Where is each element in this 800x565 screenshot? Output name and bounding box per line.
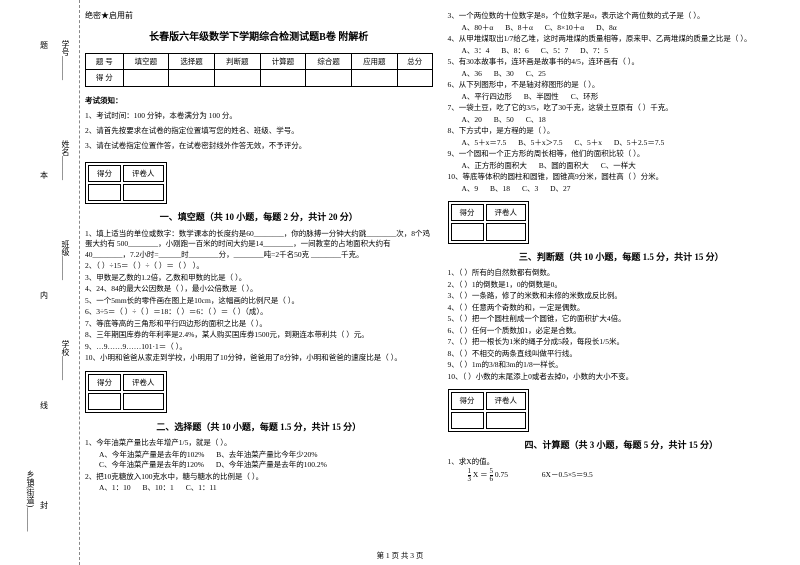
left-column: 绝密★启用前 长春版六年级数学下学期综合检测试题B卷 附解析 题 号 填空题 选… bbox=[85, 10, 433, 540]
opts: A、1：10 B、10：1 C、1：11 bbox=[85, 483, 433, 494]
fraction: 56 bbox=[490, 468, 494, 483]
grade-score: 得分 bbox=[88, 165, 121, 182]
notice-item: 3、请在试卷指定位置作答，在试卷密封线外作答无效，不予评分。 bbox=[85, 140, 433, 151]
opts: A、9 B、18 C、3 D、27 bbox=[448, 184, 796, 195]
field-school: 学校______ bbox=[60, 340, 71, 380]
q: 6、从下列图形中，不是轴对称图形的是（ ）。 bbox=[448, 80, 796, 91]
th: 应用题 bbox=[351, 54, 397, 70]
th: 选择题 bbox=[169, 54, 215, 70]
opts: A、5＋x＝7.5 B、5＋x＞7.5 C、5＋x D、5＋2.5＝7.5 bbox=[448, 138, 796, 149]
opts: A、3：4 B、8：6 C、5：7 D、7：5 bbox=[448, 46, 796, 57]
section-3-title: 三、判断题（共 10 小题，每题 1.5 分，共计 15 分） bbox=[448, 251, 796, 265]
td: 得 分 bbox=[86, 70, 124, 86]
q: 2、（ ）1的倒数是1，0的倒数是0。 bbox=[448, 280, 796, 291]
q: 7、（ ）把一根长为1米的绳子分成5段，每段长1/5米。 bbox=[448, 337, 796, 348]
seal-char: 题 bbox=[40, 40, 48, 51]
th: 计算题 bbox=[260, 54, 306, 70]
q: 3、甲数是乙数的1.2倍，乙数和甲数的比是（ ）。 bbox=[85, 273, 433, 284]
section-2-title: 二、选择题（共 10 小题，每题 1.5 分，共计 15 分） bbox=[85, 421, 433, 435]
q: 1、今年油菜产量比去年增产1/5，就是（ ）。 bbox=[85, 438, 433, 449]
grade-box: 得分 评卷人 bbox=[448, 201, 530, 244]
grade-score: 得分 bbox=[451, 392, 484, 409]
q: 8、下方式中，是方程的是（ ）。 bbox=[448, 126, 796, 137]
field-town: 乡镇(街道)______ bbox=[25, 470, 36, 531]
grade-reviewer: 评卷人 bbox=[486, 204, 527, 221]
q: 9、…9……9……101·1＝（ ）。 bbox=[85, 342, 433, 353]
field-student-id: 学号______ bbox=[60, 40, 71, 80]
grade-reviewer: 评卷人 bbox=[123, 165, 164, 182]
th: 题 号 bbox=[86, 54, 124, 70]
notice-item: 2、请首先按要求在试卷的指定位置填写您的姓名、班级、学号。 bbox=[85, 125, 433, 136]
q: 6、3÷5＝（ ）÷（ ）＝18：（ ）＝6：（ ）＝（ ）（成）。 bbox=[85, 307, 433, 318]
q: 1、填上适当的单位或数字：数学课本的长度约是60________，你的脉搏一分钟… bbox=[85, 229, 433, 261]
seal-char: 本 bbox=[40, 170, 48, 181]
field-name: 姓名______ bbox=[60, 140, 71, 180]
equation-row: 13 X ＝ 56 0.75 6X－0.5×5＝9.5 bbox=[448, 468, 796, 483]
fraction: 13 bbox=[468, 468, 472, 483]
confidential-label: 绝密★启用前 bbox=[85, 10, 433, 22]
q: 3、（ ）一条路，修了的米数和未修的米数成反比例。 bbox=[448, 291, 796, 302]
grade-score: 得分 bbox=[88, 374, 121, 391]
q: 10、（ ）小数的末尾添上0或者去掉0，小数的大小不变。 bbox=[448, 372, 796, 383]
grade-reviewer: 评卷人 bbox=[123, 374, 164, 391]
q: 2、（ ）÷15＝（ ）÷（ ）＝（ ） ）。 bbox=[85, 261, 433, 272]
opts: A、36 B、30 C、25 bbox=[448, 69, 796, 80]
td bbox=[123, 70, 169, 86]
equation-2: 6X－0.5×5＝9.5 bbox=[542, 470, 593, 479]
q: 1、求X的值。 bbox=[448, 457, 796, 468]
q: 4、24、84的最大公因数是（ ），最小公倍数是（ ）。 bbox=[85, 284, 433, 295]
field-class: 班级______ bbox=[60, 240, 71, 280]
grade-reviewer: 评卷人 bbox=[486, 392, 527, 409]
q: 9、（ ）1m的3/8和3m的1/8一样长。 bbox=[448, 360, 796, 371]
q: 9、一个圆和一个正方形的周长相等，他们的面积比较（ ）。 bbox=[448, 149, 796, 160]
q: 5、一个5mm长的零件画在图上是10cm，这幅画的比例尺是（ ）。 bbox=[85, 296, 433, 307]
q: 7、等底等高的三角形和平行四边形的面积之比是（ ）。 bbox=[85, 319, 433, 330]
q: 8、（ ）不相交的两条直线叫做平行线。 bbox=[448, 349, 796, 360]
q: 10、小明和爸爸从家走到学校，小明用了10分钟，爸爸用了8分钟，小明和爸爸的速度… bbox=[85, 353, 433, 364]
page-footer: 第 1 页 共 3 页 bbox=[0, 550, 800, 561]
opts: A、今年油菜产量是去年的102% B、去年油菜产量比今年少20% C、今年油菜产… bbox=[85, 450, 433, 471]
right-column: 3、一个两位数的十位数字是8，个位数字是α，表示这个两位数的式子是（ ）。 A、… bbox=[448, 10, 796, 540]
q: 5、有30本故事书，连环画是故事书的4/5，连环画有（ ）。 bbox=[448, 57, 796, 68]
section-4-title: 四、计算题（共 3 小题，每题 5 分，共计 15 分） bbox=[448, 439, 796, 453]
th: 填空题 bbox=[123, 54, 169, 70]
grade-score: 得分 bbox=[451, 204, 484, 221]
table-row: 题 号 填空题 选择题 判断题 计算题 综合题 应用题 总分 bbox=[86, 54, 433, 70]
notice-item: 1、考试时间：100 分钟，本卷满分为 100 分。 bbox=[85, 110, 433, 121]
opts: A、平行四边形 B、半圆性 C、环形 bbox=[448, 92, 796, 103]
grade-box: 得分 评卷人 bbox=[85, 371, 167, 414]
opts: A、20 B、50 C、18 bbox=[448, 115, 796, 126]
exam-title: 长春版六年级数学下学期综合检测试题B卷 附解析 bbox=[85, 30, 433, 45]
binding-sidebar: 学号______ 姓名______ 班级______ 学校______ 乡镇(街… bbox=[0, 0, 80, 565]
q: 4、从甲堆煤取出1/7给乙堆，这时两堆煤的质量相等，原来甲、乙两堆煤的质量之比是… bbox=[448, 34, 796, 45]
q: 8、三年期国库券的年利率是2.4%，某人购买国库券1500元，到期连本带利共（ … bbox=[85, 330, 433, 341]
q: 10、等底等体积的圆柱和圆锥，圆锥高9分米，圆柱高（ ）分米。 bbox=[448, 172, 796, 183]
q: 2、把10克糖放入100克水中，糖与糖水的比例是（ ）。 bbox=[85, 472, 433, 483]
opts: A、正方形的面积大 B、圆的面积大 C、一样大 bbox=[448, 161, 796, 172]
seal-char: 线 bbox=[40, 400, 48, 411]
q: 5、（ ）把一个圆柱削成一个圆锥，它的面积扩大4倍。 bbox=[448, 314, 796, 325]
seal-char: 内 bbox=[40, 290, 48, 301]
page-columns: 绝密★启用前 长春版六年级数学下学期综合检测试题B卷 附解析 题 号 填空题 选… bbox=[85, 10, 795, 540]
seal-char: 封 bbox=[40, 500, 48, 511]
q: 1、（ ）所有的自然数都有倒数。 bbox=[448, 268, 796, 279]
th: 综合题 bbox=[306, 54, 352, 70]
notice-head: 考试须知： bbox=[85, 95, 433, 106]
th: 总分 bbox=[397, 54, 432, 70]
q: 6、（ ）任何一个质数加1，必定是合数。 bbox=[448, 326, 796, 337]
table-row: 得 分 bbox=[86, 70, 433, 86]
q: 4、（ ）任意两个奇数的和，一定是偶数。 bbox=[448, 303, 796, 314]
grade-box: 得分 评卷人 bbox=[85, 162, 167, 205]
q: 7、一袋土豆，吃了它的3/5，吃了30千克，这袋土豆原有（ ）千克。 bbox=[448, 103, 796, 114]
q: 3、一个两位数的十位数字是8，个位数字是α，表示这个两位数的式子是（ ）。 bbox=[448, 11, 796, 22]
th: 判断题 bbox=[214, 54, 260, 70]
opts: A、80＋α B、8＋α C、8×10＋α D、8α bbox=[448, 23, 796, 34]
section-1-title: 一、填空题（共 10 小题，每题 2 分，共计 20 分） bbox=[85, 211, 433, 225]
grade-box: 得分 评卷人 bbox=[448, 389, 530, 432]
score-table: 题 号 填空题 选择题 判断题 计算题 综合题 应用题 总分 得 分 bbox=[85, 53, 433, 87]
